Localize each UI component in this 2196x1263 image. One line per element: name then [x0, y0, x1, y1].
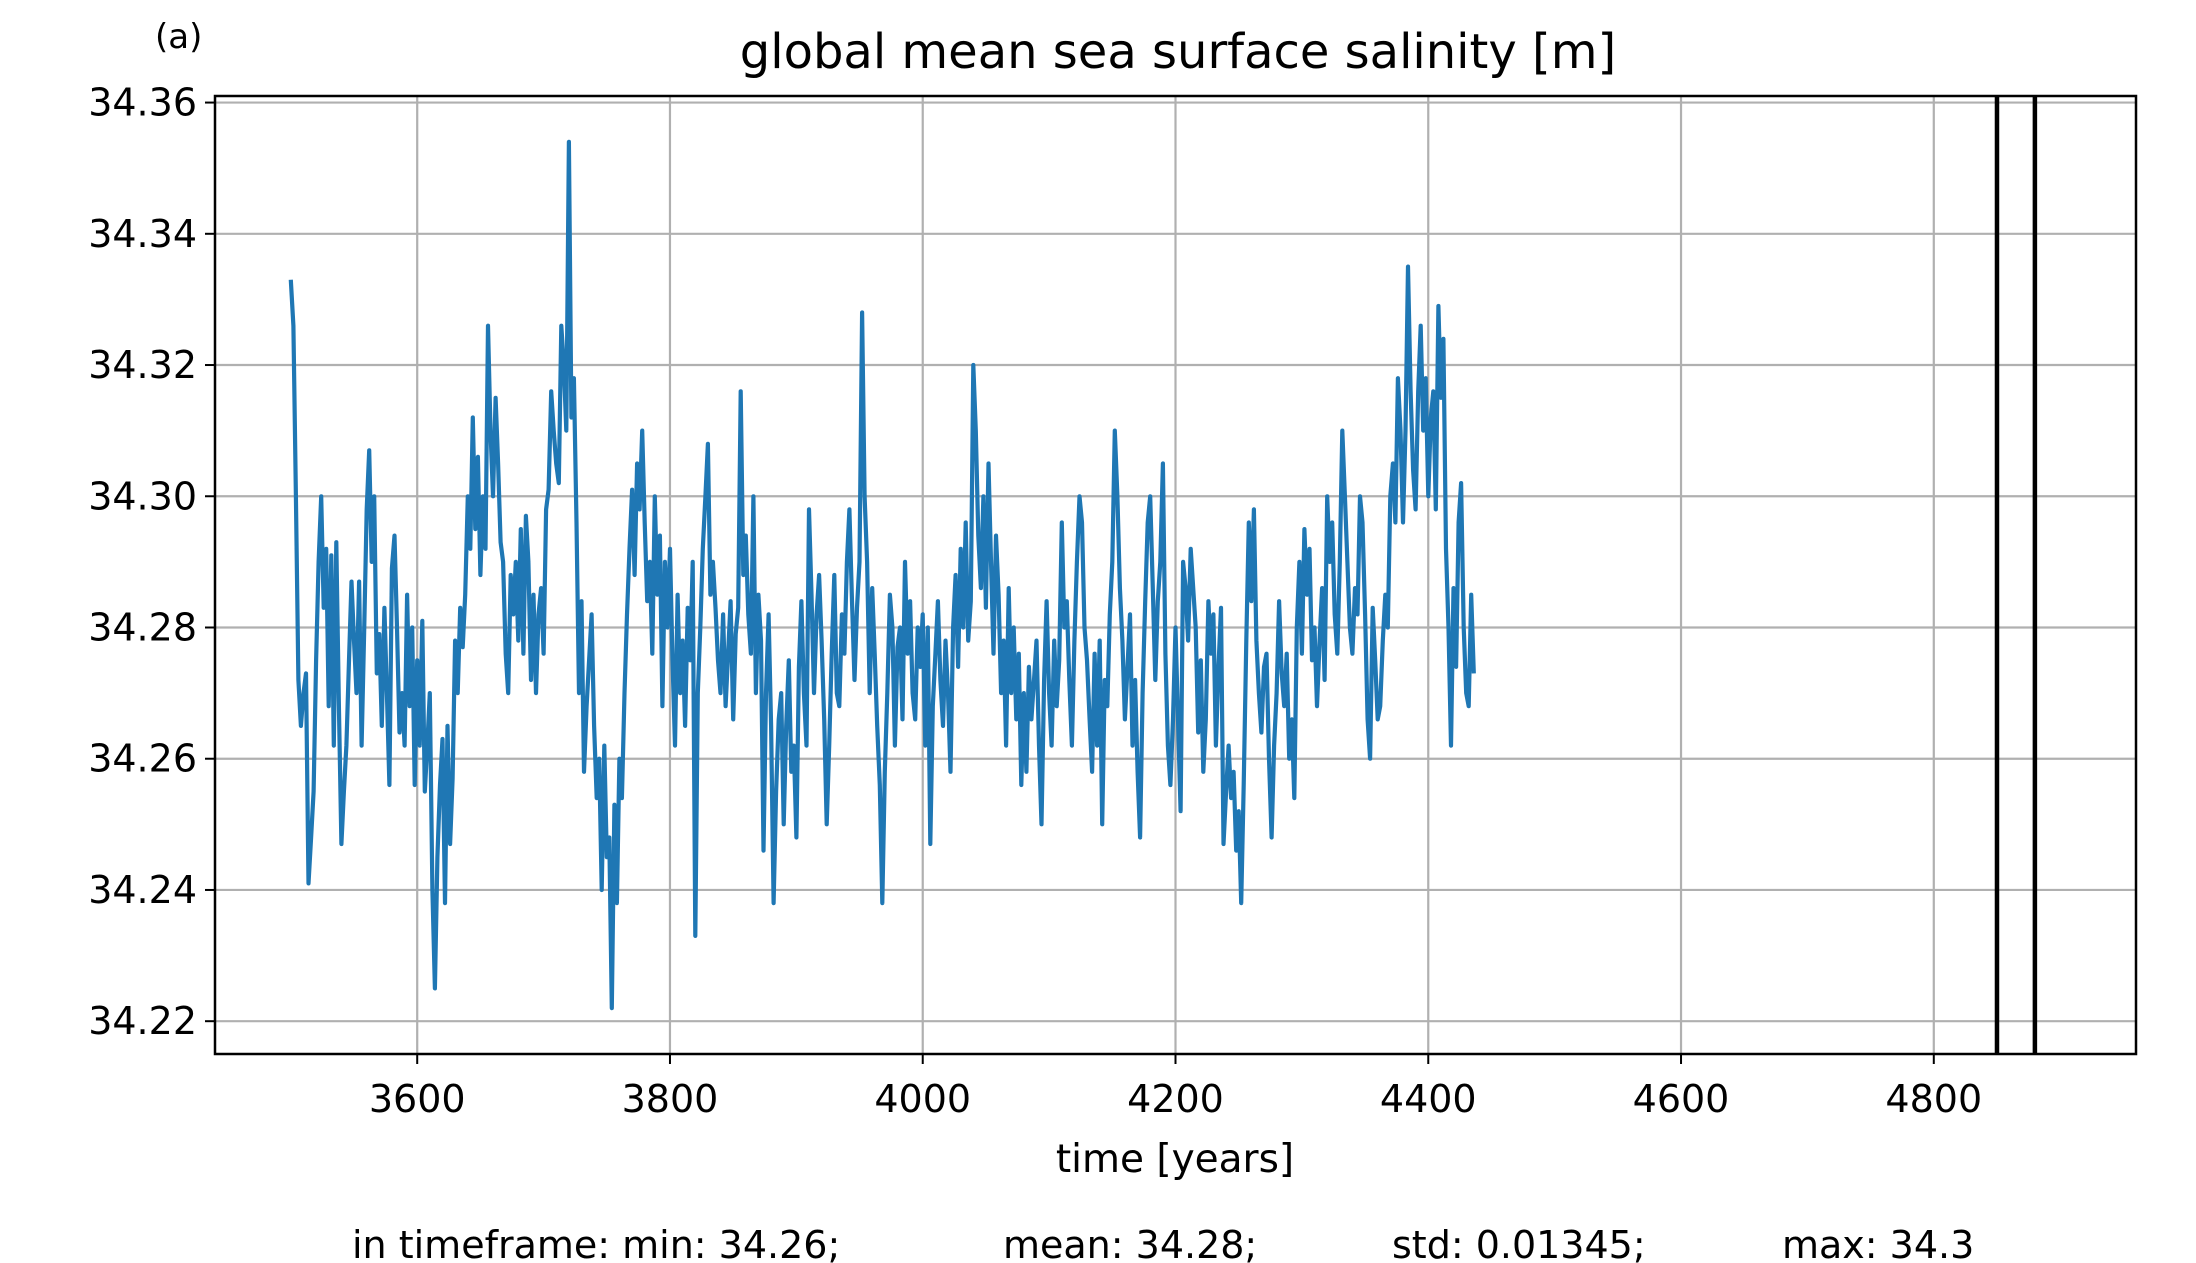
- y-tick-label: 34.28: [88, 605, 197, 649]
- panel-label: (a): [155, 17, 202, 57]
- x-tick-label: 3600: [369, 1077, 466, 1121]
- chart-title: global mean sea surface salinity [m]: [740, 24, 1616, 80]
- x-tick-label: 4200: [1127, 1077, 1224, 1121]
- x-tick-label: 3800: [622, 1077, 719, 1121]
- x-tick-label: 4000: [874, 1077, 971, 1121]
- vertical-markers: [1994, 96, 2038, 1054]
- stat-max: max: 34.3: [1782, 1223, 1974, 1263]
- x-axis-label: time [years]: [1056, 1137, 1294, 1182]
- y-tick-label: 34.30: [88, 474, 197, 518]
- y-tick-label: 34.24: [88, 868, 197, 912]
- series-line: [288, 139, 1476, 1011]
- y-tick-label: 34.26: [88, 737, 197, 781]
- y-tick-label: 34.22: [88, 999, 197, 1043]
- stat-min: in timeframe: min: 34.26;: [352, 1223, 840, 1263]
- y-axis: 34.22 34.24 34.26 34.28 34.30 34.32 34.34 34.36: [88, 81, 215, 1043]
- y-tick-label: 34.32: [88, 343, 197, 387]
- x-tick-label: 4400: [1380, 1077, 1477, 1121]
- y-tick-label: 34.36: [88, 81, 197, 125]
- x-tick-label: 4600: [1633, 1077, 1730, 1121]
- x-axis: 3600 3800 4000 4200 4400 4600 4800: [369, 1054, 1982, 1121]
- stat-mean: mean: 34.28;: [1003, 1223, 1257, 1263]
- y-tick-label: 34.34: [88, 212, 197, 256]
- x-tick-label: 4800: [1885, 1077, 1982, 1121]
- stat-std: std: 0.01345;: [1392, 1223, 1646, 1263]
- series-layer: [288, 139, 1476, 1011]
